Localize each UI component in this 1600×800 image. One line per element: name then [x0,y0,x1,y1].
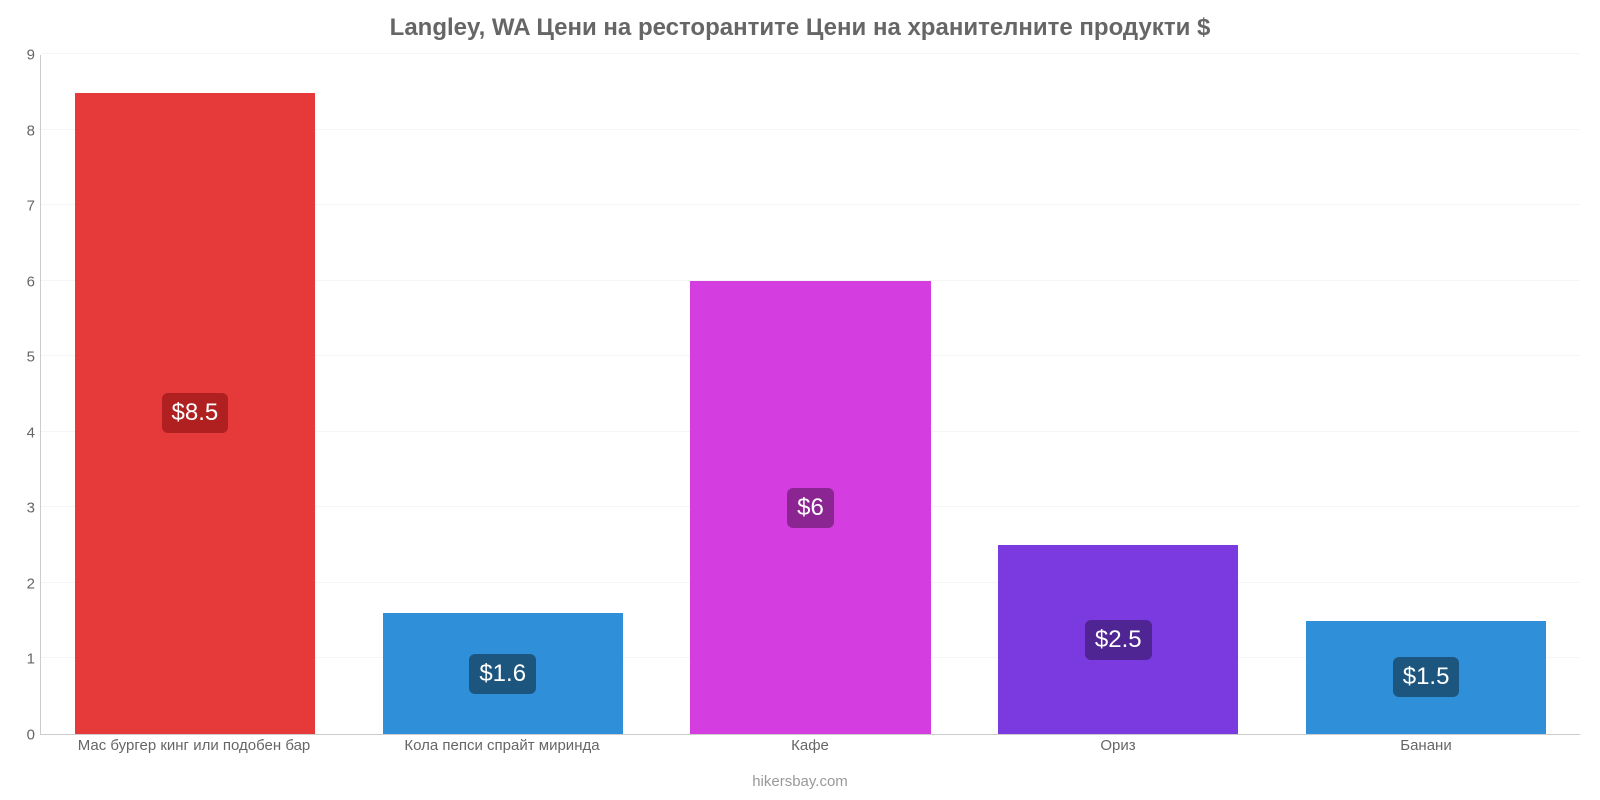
value-badge: $2.5 [1085,620,1152,660]
y-tick-label: 5 [10,349,35,366]
price-bar-chart: Langley, WA Цени на ресторантите Цени на… [0,0,1600,800]
x-axis-labels: Мас бургер кинг или подобен барКола пепс… [40,737,1580,754]
bar-slot: $1.5 [1272,55,1580,734]
y-tick-label: 3 [10,500,35,517]
y-tick-label: 6 [10,273,35,290]
bars-group: $8.5 $1.6 $6 $2.5 $1.5 [41,55,1580,734]
value-badge: $6 [787,488,834,528]
value-badge: $1.5 [1393,657,1460,697]
y-tick-label: 9 [10,47,35,64]
bar: $1.5 [1306,621,1546,734]
y-tick-label: 1 [10,651,35,668]
y-tick-label: 2 [10,575,35,592]
value-badge: $8.5 [162,393,229,433]
x-tick-label: Ориз [964,737,1272,754]
value-badge: $1.6 [469,654,536,694]
bar: $1.6 [383,613,623,734]
x-tick-label: Банани [1272,737,1580,754]
y-tick-label: 4 [10,424,35,441]
x-tick-label: Мас бургер кинг или подобен бар [40,737,348,754]
bar-slot: $1.6 [349,55,657,734]
y-tick-label: 0 [10,727,35,744]
plot-area: $8.5 $1.6 $6 $2.5 $1.5 [40,55,1580,735]
y-tick-label: 8 [10,122,35,139]
y-tick-label: 7 [10,198,35,215]
x-tick-label: Кола пепси спрайт миринда [348,737,656,754]
bar-slot: $6 [657,55,965,734]
bar: $8.5 [75,93,315,734]
x-tick-label: Кафе [656,737,964,754]
bar-slot: $2.5 [964,55,1272,734]
bar: $2.5 [998,545,1238,734]
bar-slot: $8.5 [41,55,349,734]
credit-text: hikersbay.com [0,773,1600,790]
chart-title: Langley, WA Цени на ресторантите Цени на… [0,14,1600,42]
grid-line [41,53,1580,54]
bar: $6 [690,281,930,734]
